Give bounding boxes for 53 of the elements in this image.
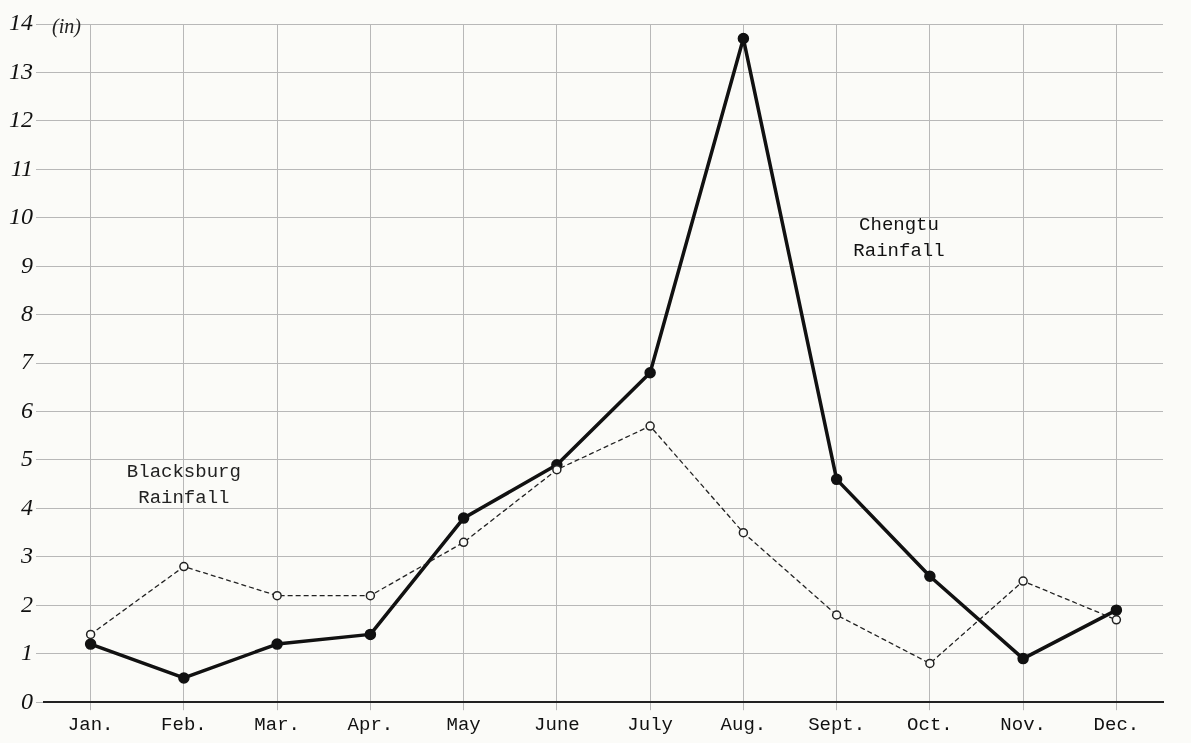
point: [738, 527, 749, 538]
y-tick-label: 7: [21, 348, 34, 375]
point: [179, 561, 189, 572]
y-tick-label: 14: [9, 9, 33, 36]
point: [644, 367, 656, 379]
point: [552, 464, 562, 475]
point: [830, 473, 843, 486]
x-tick-label: Feb.: [161, 713, 207, 736]
point: [924, 570, 936, 582]
x-tick-label: Apr.: [347, 713, 394, 736]
y-tick-label: 12: [9, 106, 33, 133]
y-tick-label: 0: [21, 687, 33, 714]
point: [271, 638, 283, 650]
y-tick-label: 6: [21, 396, 33, 423]
x-tick-label: Dec.: [1093, 713, 1140, 736]
y-tick-label: 11: [10, 154, 33, 181]
point: [84, 638, 97, 650]
x-tick-label: Nov.: [1000, 713, 1046, 736]
point: [1111, 615, 1122, 625]
point: [364, 628, 377, 641]
point: [1110, 604, 1123, 616]
x-tick-label: June: [534, 713, 580, 736]
y-tick-label: 9: [21, 251, 33, 278]
point: [1017, 652, 1029, 665]
point: [458, 537, 469, 548]
point: [925, 658, 935, 669]
text: Chengtu Rainfall: [853, 214, 945, 263]
x-tick-label: Aug.: [720, 713, 767, 736]
x-tick-label: Mar.: [254, 713, 300, 736]
x-tick-label: Sept.: [808, 713, 866, 736]
point: [365, 590, 376, 601]
y-tick-label: 10: [9, 203, 33, 230]
point: [272, 590, 282, 601]
x-tick-label: Oct.: [907, 713, 953, 736]
point: [457, 512, 470, 524]
y-tick-label: 3: [20, 542, 33, 569]
y-tick-label: 8: [21, 299, 33, 326]
point: [85, 629, 96, 640]
y-tick-label: 2: [21, 590, 33, 617]
x-tick-label: July: [627, 713, 673, 736]
y-tick-label: 1: [21, 639, 33, 666]
point: [831, 610, 842, 620]
text: Blacksburg Rainfall: [126, 461, 241, 510]
y-tick-label: 4: [21, 493, 33, 520]
y-tick-label: 13: [9, 57, 33, 84]
y-tick-label: 5: [21, 445, 33, 472]
point: [178, 672, 190, 684]
y-axis-title: (in): [52, 15, 82, 39]
point: [1018, 576, 1028, 586]
point: [737, 32, 750, 45]
x-tick-label: May: [446, 713, 481, 736]
point: [645, 421, 655, 431]
x-tick-label: Jan.: [67, 713, 114, 736]
